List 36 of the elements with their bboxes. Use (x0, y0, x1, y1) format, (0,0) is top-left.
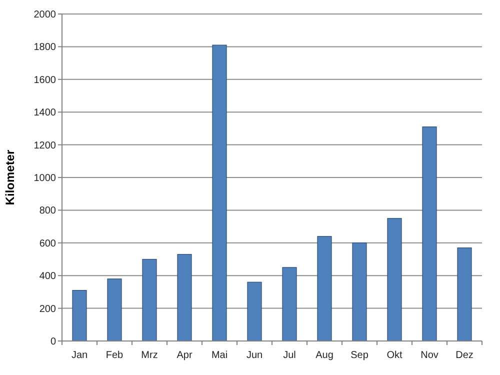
x-tick-label: Nov (420, 350, 438, 361)
bar (177, 254, 192, 342)
bar (457, 248, 472, 342)
bar (387, 218, 402, 342)
y-tick-label: 1600 (34, 74, 56, 86)
y-tick-label: 200 (39, 304, 56, 315)
x-tick-label: Dez (456, 350, 474, 361)
y-axis-title: Kilometer (3, 150, 17, 206)
bar (72, 290, 87, 342)
bar (352, 242, 367, 342)
bar (107, 278, 122, 342)
x-tick-label: Sep (350, 350, 369, 361)
x-tick-label: Mai (211, 350, 228, 361)
x-tick-label: Feb (106, 350, 124, 361)
y-tick-label: 1400 (34, 108, 56, 119)
y-tick-label: 1200 (34, 140, 56, 152)
x-tick-label: Apr (176, 350, 193, 361)
x-tick-label: Aug (316, 350, 334, 361)
bar (247, 282, 262, 342)
bar (422, 126, 437, 342)
bar (142, 258, 157, 342)
bar (282, 267, 297, 342)
x-tick-label: Jun (246, 350, 263, 361)
x-tick-label: Okt (386, 350, 402, 361)
y-tick-label: 0 (50, 336, 56, 348)
y-tick-label: 2000 (34, 10, 56, 20)
y-tick-label: 1800 (34, 42, 56, 54)
x-tick-label: Mrz (141, 350, 158, 361)
bar (317, 236, 332, 342)
x-tick-label: Jul (283, 350, 296, 361)
bar (212, 44, 227, 342)
y-tick-label: 400 (39, 271, 56, 282)
x-tick-label: Jan (71, 350, 88, 361)
y-tick-label: 1000 (34, 173, 56, 184)
y-tick-label: 800 (39, 206, 56, 217)
y-tick-label: 600 (39, 238, 56, 250)
